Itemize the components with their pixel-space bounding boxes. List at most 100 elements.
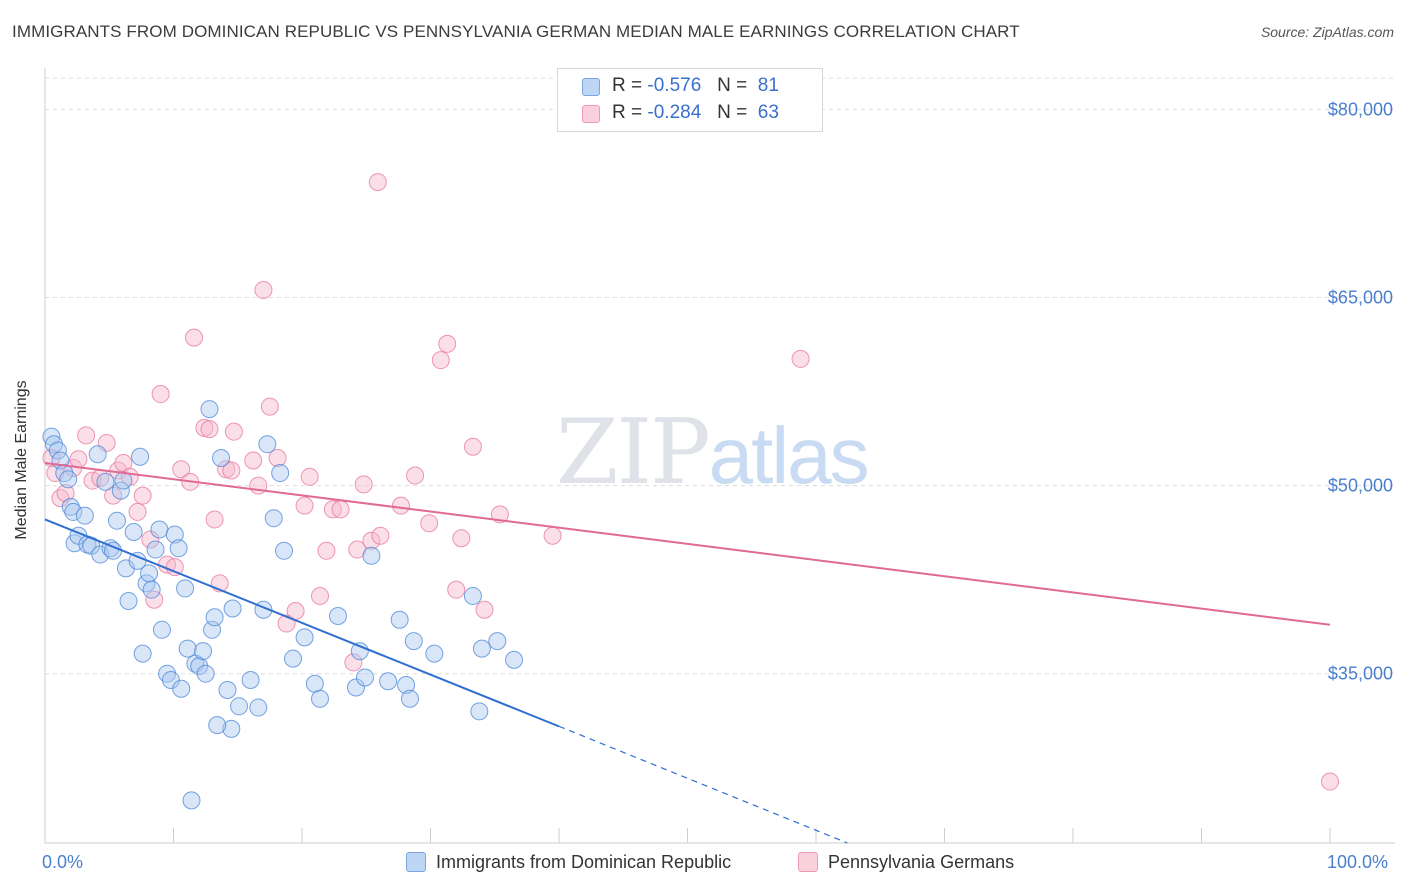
dominican-point xyxy=(223,599,242,618)
penn-german-point xyxy=(391,496,410,515)
dominican-point xyxy=(75,506,94,525)
dominican-point xyxy=(425,644,444,663)
penn-german-point xyxy=(300,467,319,486)
penn-german-point xyxy=(260,397,279,416)
penn-german-point xyxy=(222,461,241,480)
dominican-point xyxy=(146,540,165,559)
penn-german-point xyxy=(185,328,204,347)
penn-german-point xyxy=(368,173,387,192)
penn-german-point xyxy=(438,334,457,353)
r-value: -0.284 xyxy=(647,102,702,123)
dominican-point xyxy=(284,649,303,668)
dominican-point xyxy=(59,470,78,489)
dominican-point xyxy=(295,628,314,647)
dominican-point xyxy=(165,525,184,544)
penn-german-point xyxy=(317,541,336,560)
penn-german-point xyxy=(268,448,287,467)
dominican-point xyxy=(205,608,224,627)
dominican-point xyxy=(107,511,126,530)
dominican-point xyxy=(88,445,107,464)
n-label: N = xyxy=(717,75,748,96)
source-label: Source: ZipAtlas.com xyxy=(1260,24,1394,40)
dominican-point xyxy=(310,689,329,708)
dominican-point xyxy=(131,447,150,466)
penn-german-point xyxy=(490,505,509,524)
chart-title: IMMIGRANTS FROM DOMINICAN REPUBLIC VS PE… xyxy=(12,22,1020,41)
dominican-point xyxy=(346,678,365,697)
dominican-point xyxy=(470,702,489,721)
penn-german-point xyxy=(344,653,363,672)
dominican-trend-line xyxy=(44,518,560,728)
dominican-point xyxy=(196,664,215,683)
legend-swatch-blue xyxy=(406,852,426,872)
correlation-legend: R = -0.576 N = 81 R = -0.284 N = 63 xyxy=(557,68,823,132)
dominican-point xyxy=(463,586,482,605)
watermark-zip: ZIP xyxy=(556,400,711,505)
penn-german-point xyxy=(362,531,381,550)
legend-item-dominican: Immigrants from Dominican Republic xyxy=(406,852,731,873)
y-tick-label: $80,000 xyxy=(1328,99,1393,119)
dominican-point xyxy=(61,497,80,516)
legend-label: Immigrants from Dominican Republic xyxy=(436,852,732,872)
dominican-point xyxy=(64,502,83,521)
dominican-point xyxy=(305,674,324,693)
dominican-point xyxy=(152,620,171,639)
dominican-point xyxy=(140,564,159,583)
legend-swatch-pink xyxy=(582,105,600,123)
y-tick-label: $35,000 xyxy=(1328,664,1393,684)
dominican-point xyxy=(379,672,398,691)
dominican-point xyxy=(488,632,507,651)
dominican-point xyxy=(200,400,219,419)
penn-german-point xyxy=(141,530,160,549)
dominican-point xyxy=(172,679,191,698)
penn-german-point xyxy=(406,466,425,485)
dominican-trend-extension xyxy=(558,725,848,844)
penn-german-point xyxy=(447,580,466,599)
dominican-point xyxy=(397,675,416,694)
dominican-point xyxy=(178,639,197,658)
penn-german-point xyxy=(310,586,329,605)
penn-german-trend-line xyxy=(44,462,1331,626)
dominican-point xyxy=(222,719,241,738)
penn-german-point xyxy=(200,420,219,439)
dominican-point xyxy=(404,632,423,651)
penn-german-point xyxy=(165,558,184,577)
penn-german-point xyxy=(420,514,439,533)
legend-item-penn-german: Pennsylvania Germans xyxy=(798,852,1014,873)
y-tick-label: $65,000 xyxy=(1328,287,1393,307)
penn-german-point xyxy=(475,600,494,619)
penn-german-point xyxy=(452,529,471,548)
dominican-point xyxy=(124,522,143,541)
dominican-point xyxy=(96,472,115,491)
dominican-point xyxy=(362,546,381,565)
legend-swatch-pink xyxy=(798,852,818,872)
dominican-point xyxy=(264,509,283,528)
dominican-point xyxy=(275,541,294,560)
dominican-point xyxy=(208,716,227,735)
dominican-point xyxy=(400,689,419,708)
dominican-point xyxy=(505,650,524,669)
dominican-point xyxy=(119,591,138,610)
n-label: N = xyxy=(717,102,748,123)
dominican-point xyxy=(355,668,374,687)
n-value: 63 xyxy=(757,102,779,123)
dominican-point xyxy=(230,697,249,716)
penn-german-point xyxy=(295,496,314,515)
dominican-point xyxy=(133,644,152,663)
penn-german-point xyxy=(151,385,170,404)
penn-german-point xyxy=(371,526,390,545)
dominican-point xyxy=(328,607,347,626)
penn-german-point xyxy=(205,510,224,529)
penn-german-point xyxy=(224,422,243,441)
penn-german-point xyxy=(463,437,482,456)
dominican-point xyxy=(176,579,195,598)
dominican-point xyxy=(390,610,409,629)
penn-german-point xyxy=(128,502,147,521)
dominican-point xyxy=(194,642,213,661)
penn-german-point xyxy=(172,460,191,479)
legend-text-pink: R = -0.284 N = 63 xyxy=(612,102,779,124)
legend-label: Pennsylvania Germans xyxy=(828,852,1015,872)
y-tick-label: $50,000 xyxy=(1328,476,1393,496)
penn-german-point xyxy=(431,351,450,370)
